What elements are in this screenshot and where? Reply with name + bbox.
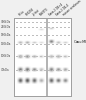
Text: Jurkat: Jurkat — [31, 9, 40, 17]
Text: HeLa: HeLa — [17, 10, 25, 17]
Text: 180kDa: 180kDa — [1, 33, 11, 37]
Text: 100kDa: 100kDa — [1, 54, 11, 58]
Text: Saos-2 D6+4: Saos-2 D6+4 — [48, 3, 64, 17]
Text: Saos-2 D6-4: Saos-2 D6-4 — [55, 4, 70, 17]
Text: HEK293: HEK293 — [24, 7, 35, 17]
Text: Ca - MED14: Ca - MED14 — [74, 40, 86, 44]
Text: mouse cerebrum: mouse cerebrum — [62, 0, 82, 17]
Text: NIH/3T3: NIH/3T3 — [38, 7, 49, 17]
Text: 70kDa: 70kDa — [1, 68, 10, 72]
Text: 130kDa: 130kDa — [1, 42, 11, 46]
Text: 250kDa: 250kDa — [1, 25, 11, 29]
Text: 300kDa: 300kDa — [1, 20, 11, 24]
